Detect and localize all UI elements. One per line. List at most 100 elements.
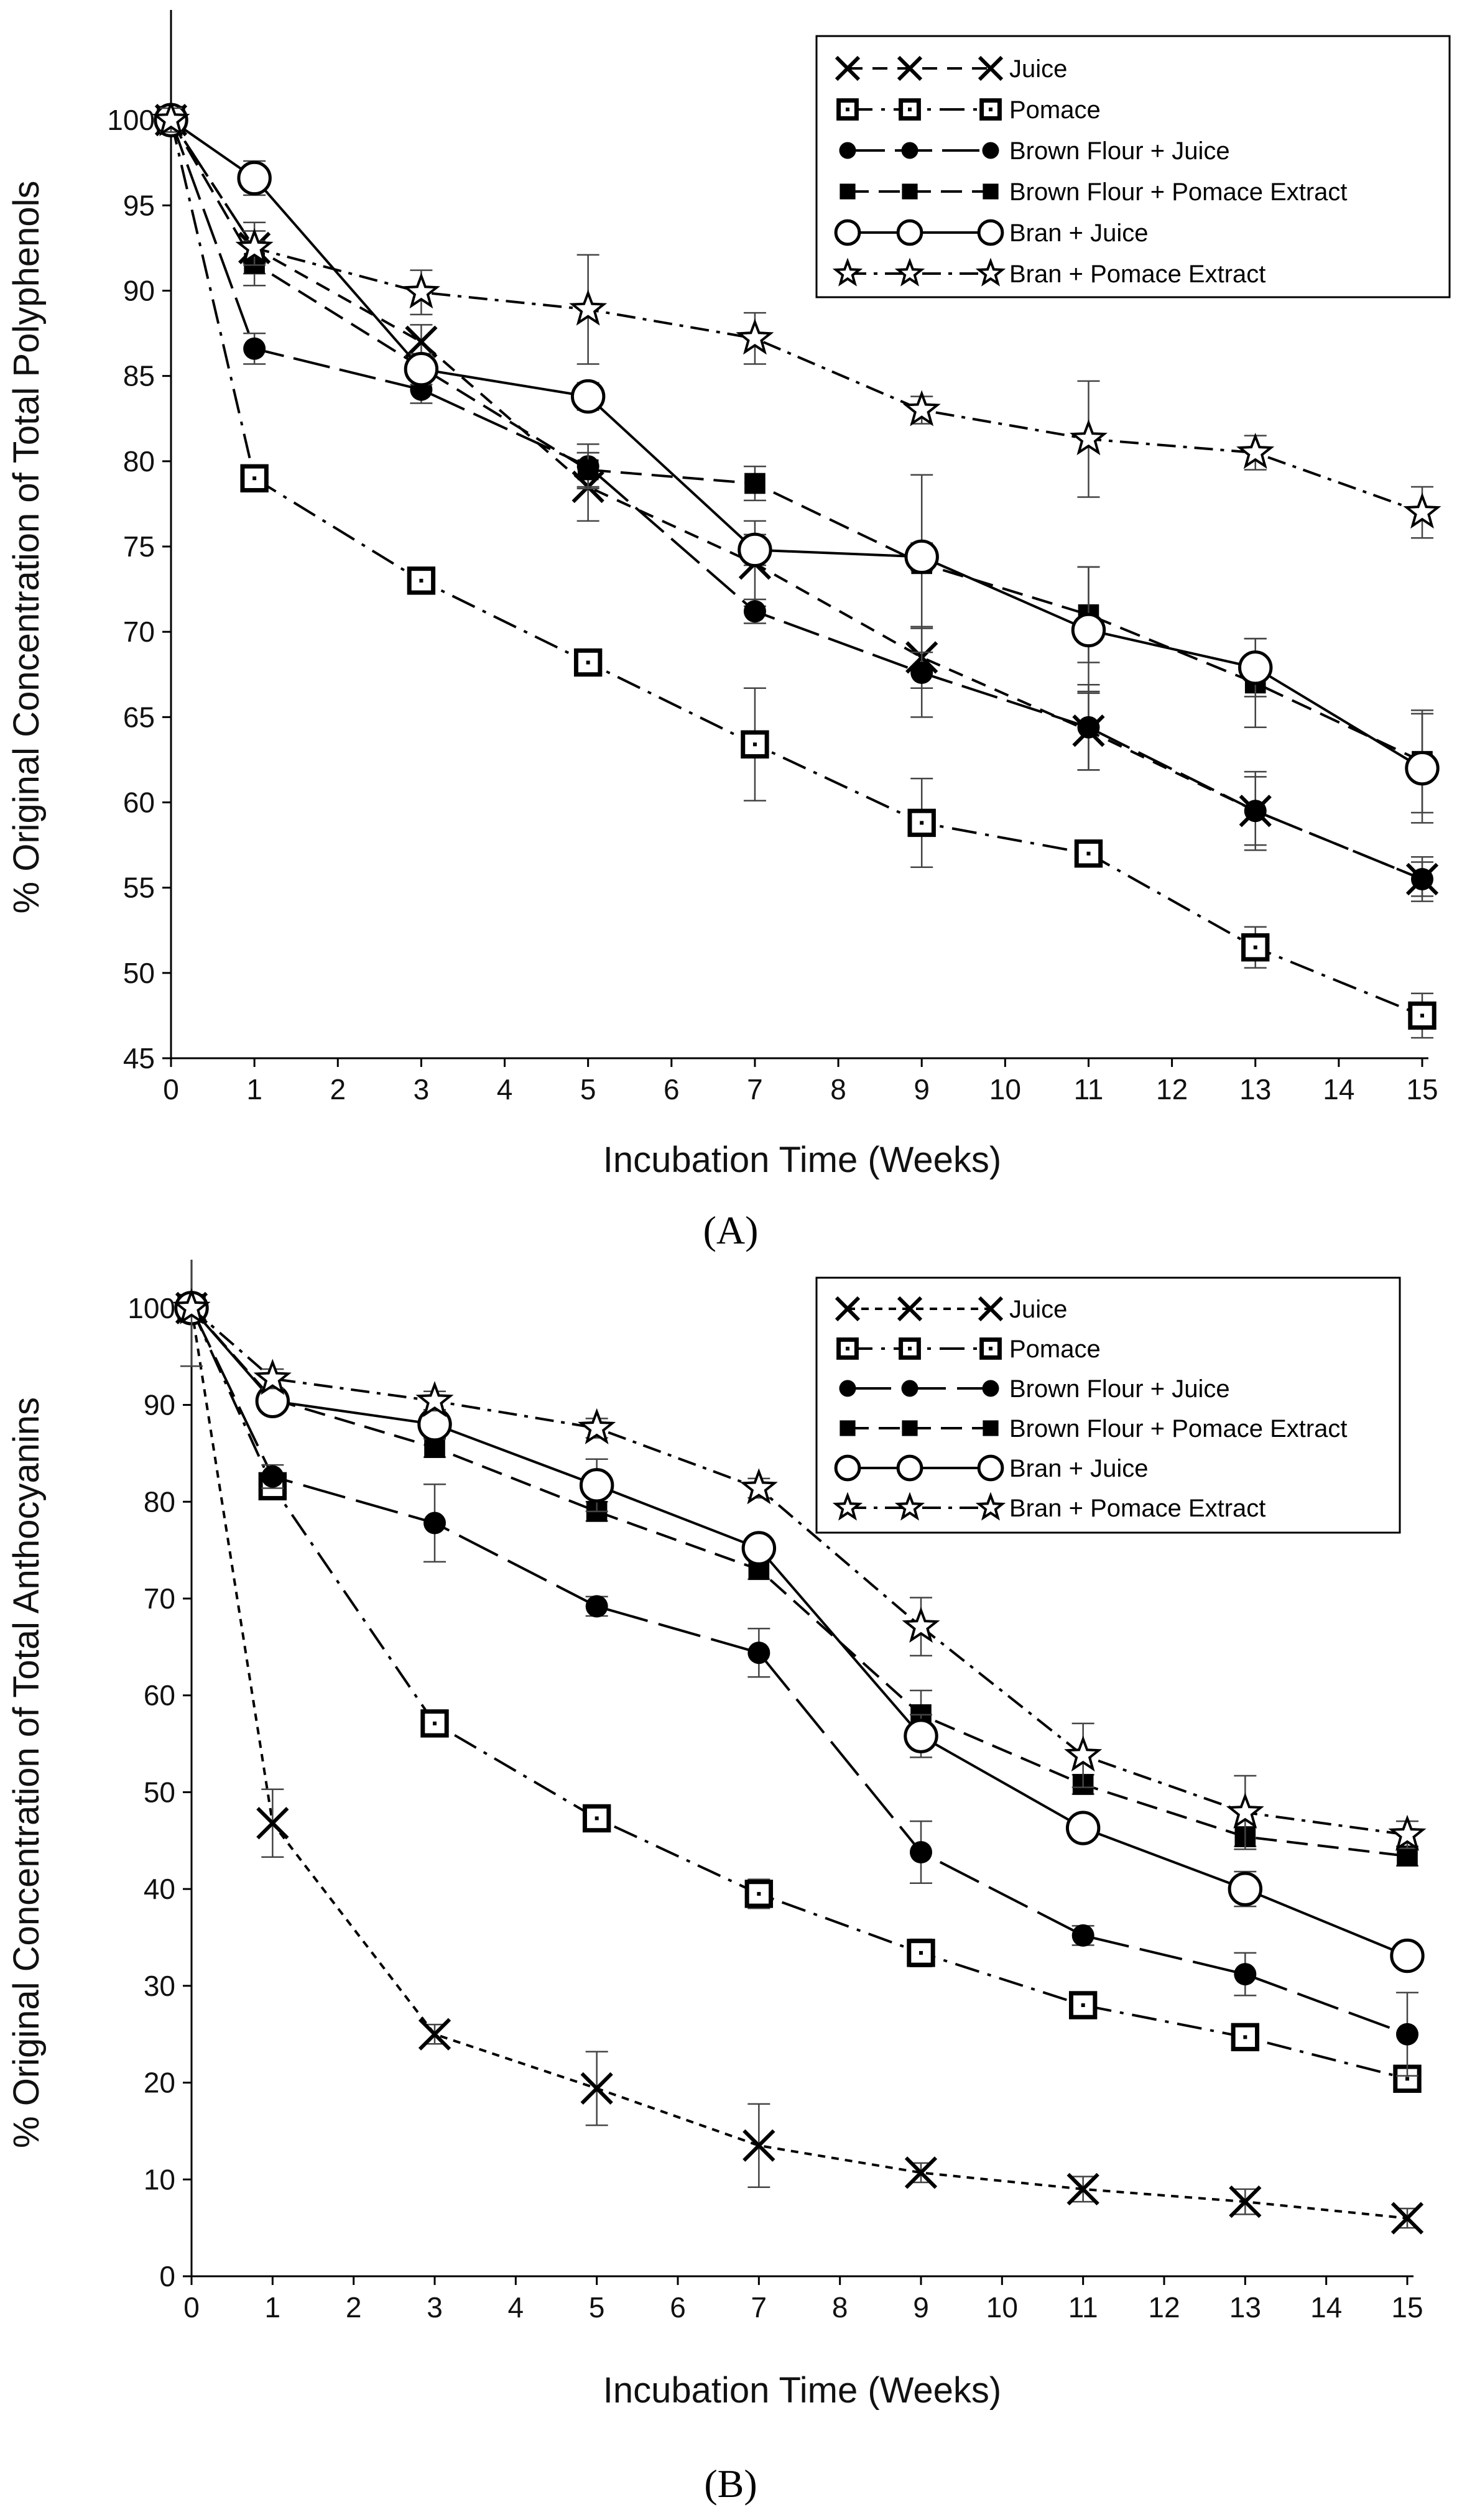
x-tick-label: 11 (1074, 1073, 1104, 1105)
legend-label: Bran + Pomace Extract (1009, 1495, 1265, 1522)
data-point (256, 1807, 289, 1840)
x-tick-label: 8 (830, 1073, 846, 1105)
legend-label: Bran + Juice (1009, 219, 1148, 247)
legend-item-bran-juice: Bran + Juice (834, 1454, 1148, 1482)
data-point (1077, 716, 1100, 739)
legend-label: Brown Flour + Pomace Extract (1009, 1415, 1348, 1442)
x-tick-label: 9 (913, 2291, 929, 2324)
legend-marker (902, 1420, 918, 1436)
legend-marker (983, 1420, 999, 1436)
data-point (738, 532, 772, 568)
x-tick-label: 5 (580, 1073, 596, 1105)
data-point (580, 2072, 613, 2105)
figure-panel-b: 0 10 20 30 40 50 60 70 80 90 100 0 1 2 3 4 5 6 7 8 9 10 11 12 13… (0, 1260, 1462, 2519)
y-tick-label: 95 (123, 189, 155, 221)
data-point (420, 1709, 449, 1738)
legend-marker (834, 1454, 861, 1482)
x-tick-label: 4 (508, 2291, 524, 2324)
legend-item-bran-juice: Bran + Juice (834, 219, 1148, 247)
x-tick-label: 3 (427, 2291, 443, 2324)
series-layer-b (172, 1260, 1427, 2235)
y-axis-title: % Original Concentration of Total Anthoc… (6, 1397, 47, 2148)
x-tick-label: 14 (1310, 2291, 1342, 2324)
panel-label: (A) (703, 1208, 759, 1252)
data-point (243, 337, 266, 360)
data-point (579, 1468, 614, 1503)
data-point (172, 1288, 211, 1324)
data-point (1411, 867, 1433, 890)
series-line (190, 1308, 1408, 2220)
data-point (902, 1607, 940, 1643)
x-tick-label: 1 (246, 1073, 262, 1105)
y-tick-label: 60 (144, 1679, 175, 1712)
data-point (1069, 419, 1108, 456)
x-tick-label: 15 (1406, 1073, 1438, 1105)
x-tick-label: 0 (163, 1073, 179, 1105)
x-tick-label: 2 (346, 2291, 362, 2324)
y-tick-label: 10 (144, 2163, 175, 2195)
data-point (573, 648, 603, 677)
series-line (190, 1308, 1408, 2036)
legend-marker (832, 257, 863, 287)
legend-marker (839, 142, 856, 159)
legend-marker (896, 219, 923, 246)
legend-marker (835, 55, 861, 81)
data-point (1390, 2202, 1424, 2235)
data-point (1405, 750, 1440, 786)
series-pomace (157, 106, 1437, 1039)
data-point (1241, 933, 1270, 962)
x-tick-label: 9 (914, 1073, 930, 1105)
data-point (1228, 1872, 1263, 1906)
legend-marker (978, 1296, 1004, 1322)
legend-label: Brown Flour + Pomace Extract (1009, 178, 1348, 206)
legend-marker (834, 219, 861, 246)
y-tick-label: 55 (123, 872, 155, 904)
data-point (582, 1804, 611, 1833)
data-point (902, 390, 941, 427)
y-tick-label: 50 (123, 957, 155, 989)
data-point (1068, 1991, 1098, 2019)
legend-marker (835, 1296, 861, 1322)
legend-item-brown-flour-juice: Brown Flour + Juice (839, 137, 1230, 165)
y-tick-label: 20 (144, 2067, 175, 2099)
y-tick-label: 70 (144, 1582, 175, 1615)
data-point (741, 1531, 777, 1566)
data-point (255, 1383, 290, 1419)
y-tick-label: 90 (123, 275, 155, 307)
y-tick-label: 50 (144, 1776, 175, 1808)
x-tick-label: 13 (1239, 1073, 1271, 1105)
y-tick-label: 30 (144, 1970, 175, 2002)
legend-marker (897, 1296, 923, 1322)
legend-marker (897, 55, 923, 81)
legend-item-pomace: Pomace (836, 96, 1101, 124)
legend-marker (975, 1492, 1006, 1521)
x-axis-title: Incubation Time (Weeks) (603, 2370, 1001, 2411)
legend-item-pomace: Pomace (836, 1336, 1101, 1363)
y-tick-label: 60 (123, 787, 155, 819)
legend-marker (901, 1380, 918, 1397)
legend-marker (840, 183, 856, 200)
x-tick-label: 6 (664, 1073, 680, 1105)
legend-label: Pomace (1009, 1336, 1101, 1363)
x-tick-label: 12 (1156, 1073, 1188, 1105)
data-point (736, 318, 774, 355)
data-point (1238, 650, 1273, 685)
x-axis-title: Incubation Time (Weeks) (603, 1140, 1001, 1180)
data-point (743, 2129, 775, 2162)
series-bran-pomace-extract (152, 100, 1441, 539)
data-point (743, 600, 766, 623)
data-point (569, 289, 608, 326)
legend-marker (894, 257, 925, 287)
legend-item-juice: Juice (835, 55, 1067, 83)
y-tick-label: 0 (159, 2260, 175, 2292)
x-tick-label: 14 (1323, 1073, 1354, 1105)
data-point (1388, 1814, 1427, 1851)
legend-marker (979, 1337, 1002, 1360)
y-tick-label: 75 (123, 530, 155, 563)
legend-marker (982, 1380, 999, 1397)
y-tick-label: 45 (123, 1042, 155, 1074)
x-tick-label: 3 (414, 1073, 430, 1105)
x-tick-label: 11 (1068, 2291, 1098, 2324)
